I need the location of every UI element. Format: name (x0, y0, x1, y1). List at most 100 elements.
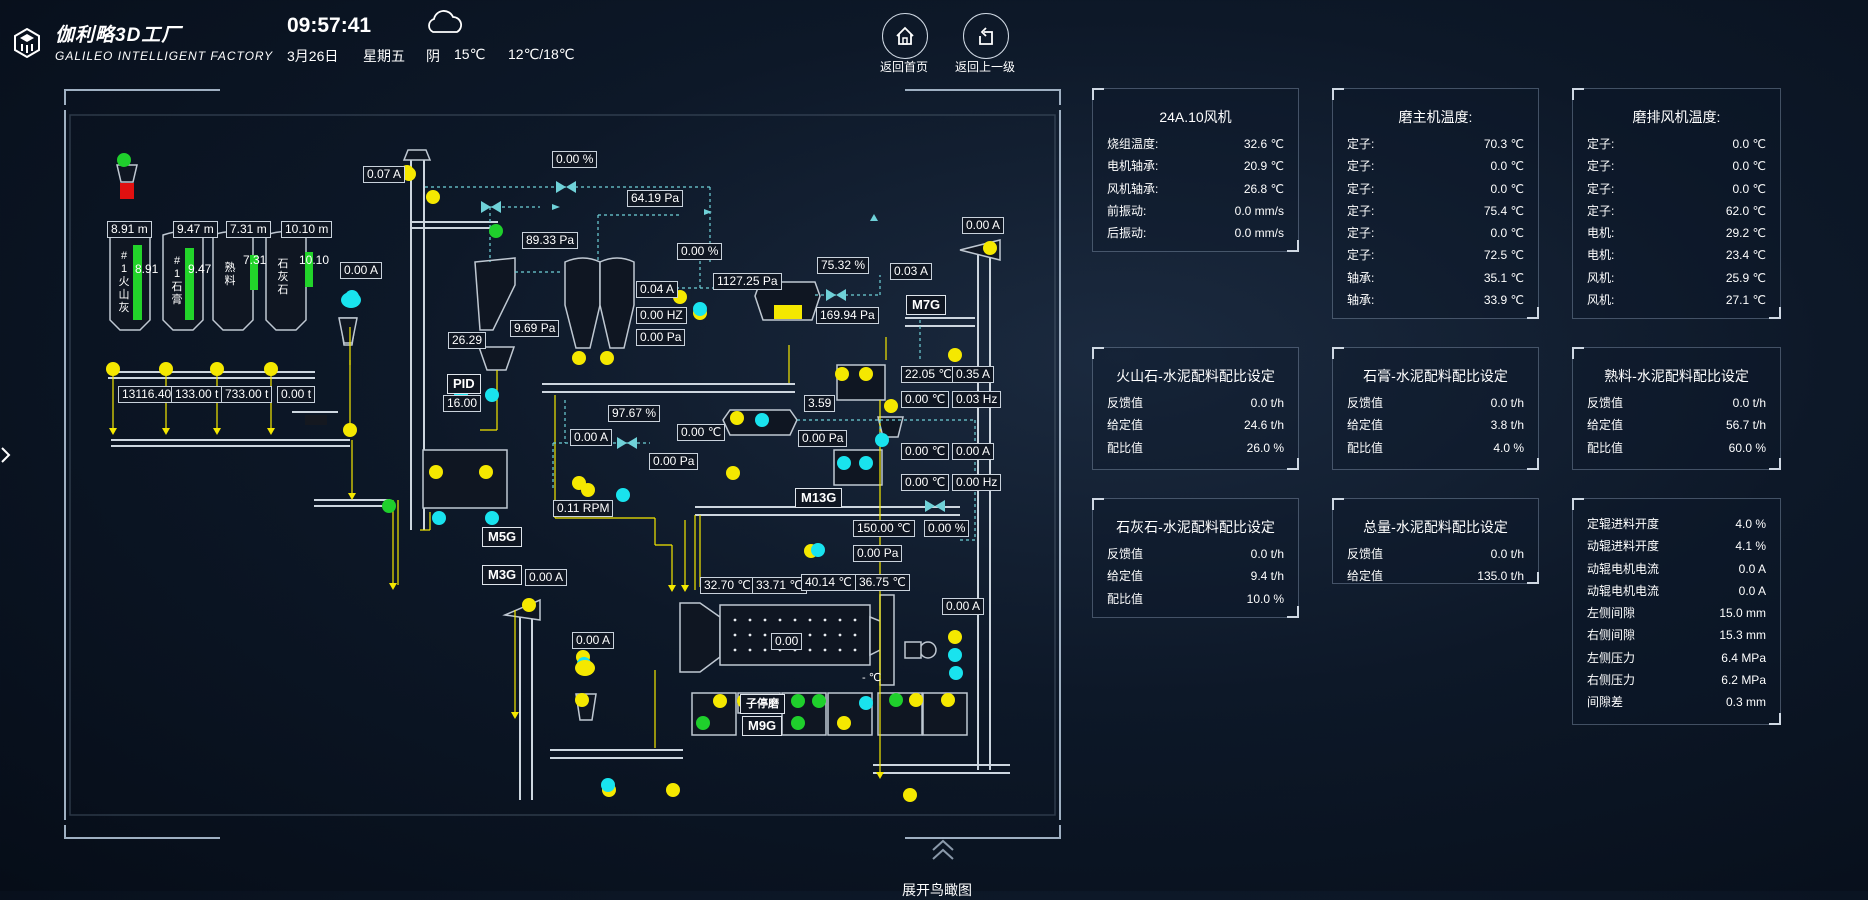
panel-row: 右侧间隙 15.3 mm (1587, 628, 1766, 643)
panel-row: 轴承: 33.9 ℃ (1347, 293, 1524, 308)
silo-level-tag: 7.31 m (226, 221, 271, 238)
value-tag: 26.29 (448, 332, 487, 349)
silo-level-tag: 8.91 m (107, 221, 152, 238)
panel-row: 轴承: 35.1 ℃ (1347, 270, 1524, 285)
panel-row: 定子: 70.3 ℃ (1347, 137, 1524, 151)
panel-title: 磨主机温度: (1398, 109, 1473, 125)
panel-row: 定子: 0.0 ℃ (1587, 137, 1766, 151)
chevron-right-icon[interactable] (0, 446, 12, 464)
value-tag: 0.00 Pa (649, 453, 699, 470)
back-button[interactable] (963, 13, 1009, 59)
silo-name-gypsum: #1 石膏 (171, 255, 183, 306)
panel-row: 定子: 0.0 ℃ (1587, 159, 1766, 174)
fan-panel: 24A.10风机 烧组温度: 32.6 ℃ 电机轴承: 20.9 ℃ 风机轴承: 26… (1092, 88, 1299, 252)
value-tag: 16.00 (443, 395, 482, 412)
panel-row: 电机: 29.2 ℃ (1587, 226, 1766, 241)
value-tag: 40.14 ℃ (801, 574, 856, 591)
value-tag: 0.11 RPM (553, 500, 614, 517)
value-tag: 36.75 ℃ (855, 574, 910, 591)
weekday: 星期五 (363, 48, 405, 64)
panel-row: 配比值 4.0 % (1347, 440, 1524, 455)
m5g-label[interactable]: M5G (482, 527, 523, 547)
panel-row: 后振动: 0.0 mm/s (1107, 226, 1284, 241)
temperature-range: 12℃/18℃ (508, 46, 575, 62)
feeder-weight-tag: 0.00 t (277, 386, 316, 403)
panel-row: 间隙差 0.3 mm (1587, 695, 1766, 710)
panel-title: 火山石-水泥配料配比设定 (1116, 368, 1275, 384)
back-button-label[interactable]: 返回上一级 (954, 60, 1015, 74)
temperature: 15℃ (454, 46, 486, 62)
value-tag: 0.00 Pa (636, 329, 686, 346)
value-tag: 150.00 ℃ (853, 520, 915, 537)
panel-row: 配比值 26.0 % (1107, 440, 1284, 455)
value-tag: 0.00 A (952, 443, 995, 460)
cloud-icon (428, 10, 463, 33)
m7g-label[interactable]: M7G (906, 295, 947, 315)
pid-label[interactable]: PID (447, 374, 481, 394)
panel-row: 动辊电机电流 0.0 A (1587, 561, 1766, 576)
panel-row: 反馈值 0.0 t/h (1587, 396, 1766, 410)
total-ratio-panel: 总量-水泥配料配比设定 反馈值 0.0 t/h 给定值 135.0 t/h (1332, 498, 1539, 584)
value-tag: 0.03 Hz (952, 391, 1002, 408)
value-tag: 32.70 ℃ (700, 577, 755, 594)
value-tag: 64.19 Pa (627, 190, 684, 207)
feeder-weight-tag: 133.00 t (171, 386, 223, 403)
double-chevron-up-icon[interactable] (930, 838, 956, 862)
value-tag: 89.33 Pa (522, 232, 579, 249)
panel-row: 风机: 27.1 ℃ (1587, 293, 1766, 308)
silo-name-volcanic-ash: #1 火山灰 (118, 250, 130, 314)
value-tag: 0.00 % (677, 243, 723, 260)
feeder-weight-tag: 733.00 t (221, 386, 273, 403)
home-button[interactable] (882, 13, 928, 59)
child-stop-mill-label[interactable]: 子停磨 (740, 694, 785, 714)
panel-row: 风机轴承: 26.8 ℃ (1107, 181, 1284, 196)
m9g-label[interactable]: M9G (742, 716, 783, 736)
silo-level-inner: 10.10 (299, 253, 330, 267)
value-tag: 0.00 ℃ (901, 443, 950, 460)
panel-row: 给定值 24.6 t/h (1107, 418, 1284, 433)
home-button-label[interactable]: 返回首页 (879, 60, 928, 74)
value-tag: 0.00 A (942, 598, 985, 615)
panel-title: 熟料-水泥配料配比设定 (1604, 368, 1749, 384)
panel-row: 定子: 0.0 ℃ (1347, 159, 1524, 174)
value-tag: 3.59 (804, 395, 836, 412)
panel-row: 定子: 0.0 ℃ (1347, 181, 1524, 196)
value-tag: 0.00 HZ (636, 307, 687, 324)
clock-time: 09:57:41 (287, 14, 372, 37)
expand-aerial-view-label[interactable]: 展开鸟瞰图 (902, 882, 972, 898)
value-tag: 97.67 % (608, 405, 661, 422)
value-tag: 33.71 ℃ (752, 577, 807, 594)
home-icon (896, 26, 914, 45)
panel-title: 磨排风机温度: (1632, 109, 1721, 125)
value-tag: 9.69 Pa (510, 320, 560, 337)
gypsum-ratio-panel: 石膏-水泥配料配比设定 反馈值 0.0 t/h 给定值 3.8 t/h 配比值 4.0… (1332, 347, 1539, 470)
value-tag: 0.04 A (636, 281, 679, 298)
silo-level-inner: 9.47 (188, 262, 212, 276)
panel-row: 定辊进料开度 4.0 % (1587, 517, 1766, 531)
panel-row: 给定值 3.8 t/h (1347, 418, 1524, 433)
value-tag: 0.00 Pa (798, 430, 848, 447)
m3g-label[interactable]: M3G (482, 565, 523, 585)
panel-title: 总量-水泥配料配比设定 (1363, 519, 1508, 535)
value-tag: 0.00 % (552, 151, 598, 168)
panel-row: 反馈值 0.0 t/h (1347, 396, 1524, 410)
value-tag: 0.00 Pa (853, 545, 903, 562)
panel-row: 左侧压力 6.4 MPa (1587, 650, 1766, 665)
process-diagram (64, 89, 1061, 839)
panel-row: 给定值 135.0 t/h (1347, 569, 1524, 584)
clinker-ratio-panel: 熟料-水泥配料配比设定 反馈值 0.0 t/h 给定值 56.7 t/h 配比值 60… (1572, 347, 1781, 470)
silo-level-tag: 10.10 m (281, 221, 333, 238)
panel-row: 定子: 62.0 ℃ (1587, 203, 1766, 218)
value-tag: - ℃ (862, 672, 882, 684)
m13g-label[interactable]: M13G (795, 488, 843, 508)
value-tag: 0.00 A (525, 569, 568, 586)
value-tag: 0.00 ℃ (677, 424, 726, 441)
silo-level-inner: 8.91 (135, 262, 159, 276)
panel-row: 风机: 25.9 ℃ (1587, 270, 1766, 285)
silo-name-limestone: 石灰石 (277, 258, 289, 296)
panel-row: 动辊进料开度 4.1 % (1587, 539, 1766, 554)
value-tag: 0.00 (771, 633, 803, 650)
panel-title: 24A.10风机 (1159, 109, 1232, 125)
panel-row: 给定值 56.7 t/h (1587, 418, 1766, 433)
panel-row: 反馈值 0.0 t/h (1107, 396, 1284, 410)
